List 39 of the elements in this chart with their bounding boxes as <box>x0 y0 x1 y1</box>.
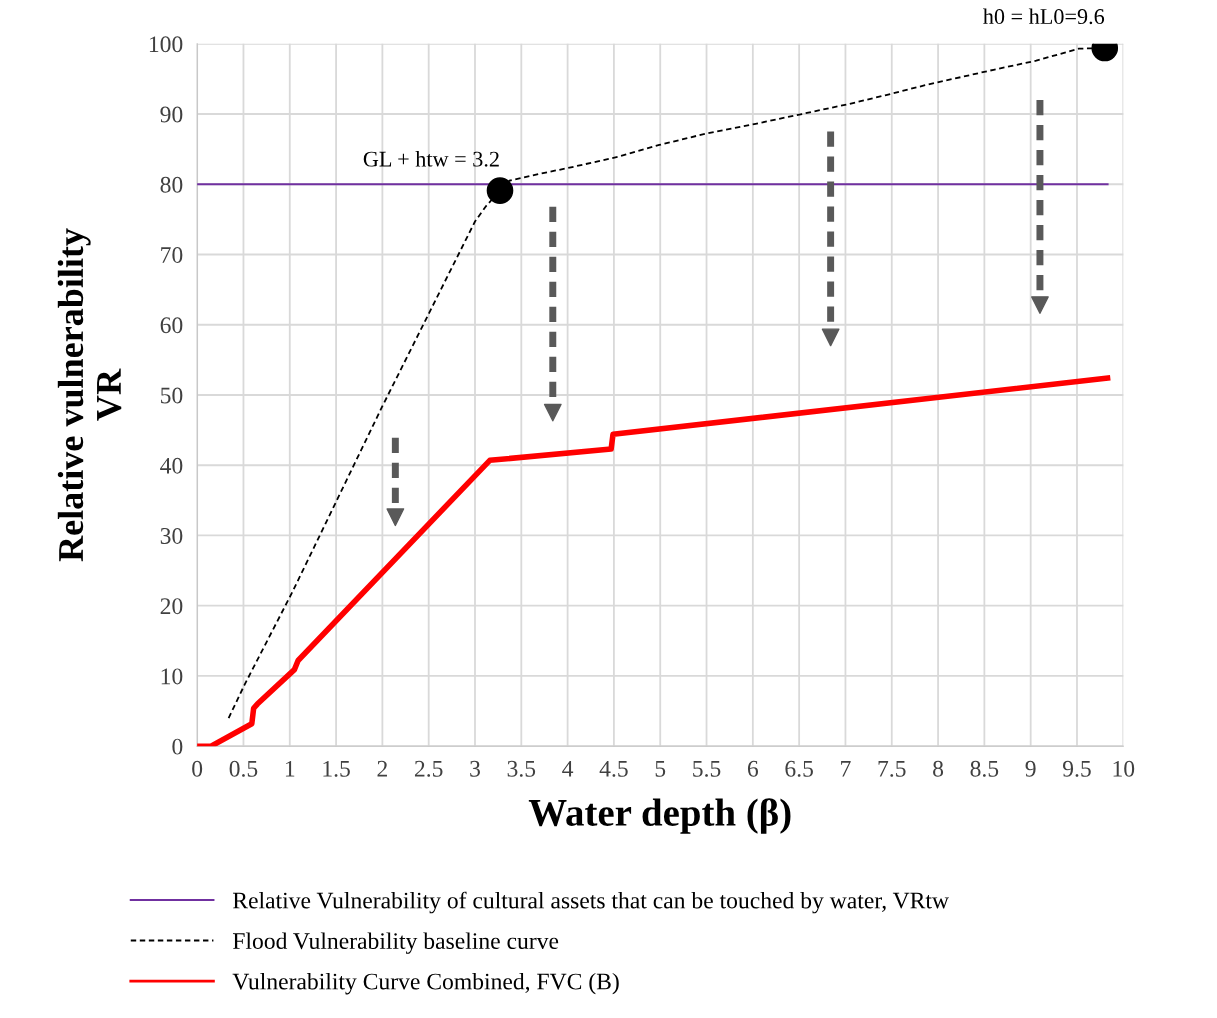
x-tick-label: 1 <box>285 760 295 777</box>
legend-label: Relative Vulnerability of cultural assets that can be touched by water, VRtw <box>232 891 949 914</box>
x-tick-label: 5.5 <box>693 761 721 777</box>
legend-label: Flood Vulnerability baseline curve <box>232 932 559 954</box>
x-tick-label: 3.5 <box>507 760 536 777</box>
x-tick-label: 5 <box>655 761 666 777</box>
y-tick-label: 90 <box>160 106 183 123</box>
x-tick-label: 6.5 <box>785 760 813 777</box>
x-tick-label: 2.5 <box>414 760 443 777</box>
x-tick-label: 7 <box>841 761 851 777</box>
x-tick-label: 8 <box>933 760 944 777</box>
x-tick-label: 1.5 <box>323 760 350 777</box>
legend-label: Vulnerability Curve Combined, FVC (B) <box>232 972 619 995</box>
annotation: GL + htw = 3.2 <box>363 150 499 167</box>
y-tick-label: 30 <box>160 527 183 544</box>
x-tick-label: 0.5 <box>229 760 258 777</box>
y-tick-label: 50 <box>161 387 183 404</box>
annotation: h0 = hL0=9.6 <box>983 8 1105 25</box>
y-tick-label: 20 <box>160 598 183 615</box>
y-tick-label: 10 <box>161 668 183 685</box>
y-tick-label: 100 <box>149 36 183 53</box>
y-tick-label: 70 <box>161 246 183 263</box>
x-tick-label: 3 <box>470 760 480 777</box>
x-tick-label: 4.5 <box>599 760 628 777</box>
x-tick-label: 4 <box>562 760 574 777</box>
x-tick-label: 10 <box>1113 760 1135 777</box>
x-tick-label: 9 <box>1025 760 1036 777</box>
x-tick-label: 9.5 <box>1062 760 1091 777</box>
x-axis-title: Water depth (β) <box>528 798 791 834</box>
x-tick-label: 0 <box>192 760 203 777</box>
y-tick-label: 60 <box>160 317 183 334</box>
x-tick-label: 8.5 <box>970 760 999 777</box>
y-tick-label: 80 <box>160 176 183 193</box>
x-tick-label: 6 <box>747 760 759 777</box>
y-tick-label: 40 <box>160 457 183 474</box>
x-tick-label: 2 <box>377 760 387 777</box>
y-tick-label: 0 <box>172 738 183 755</box>
x-tick-label: 7.5 <box>878 761 906 777</box>
y-axis-title: Relative vulnerability VR <box>57 228 122 562</box>
